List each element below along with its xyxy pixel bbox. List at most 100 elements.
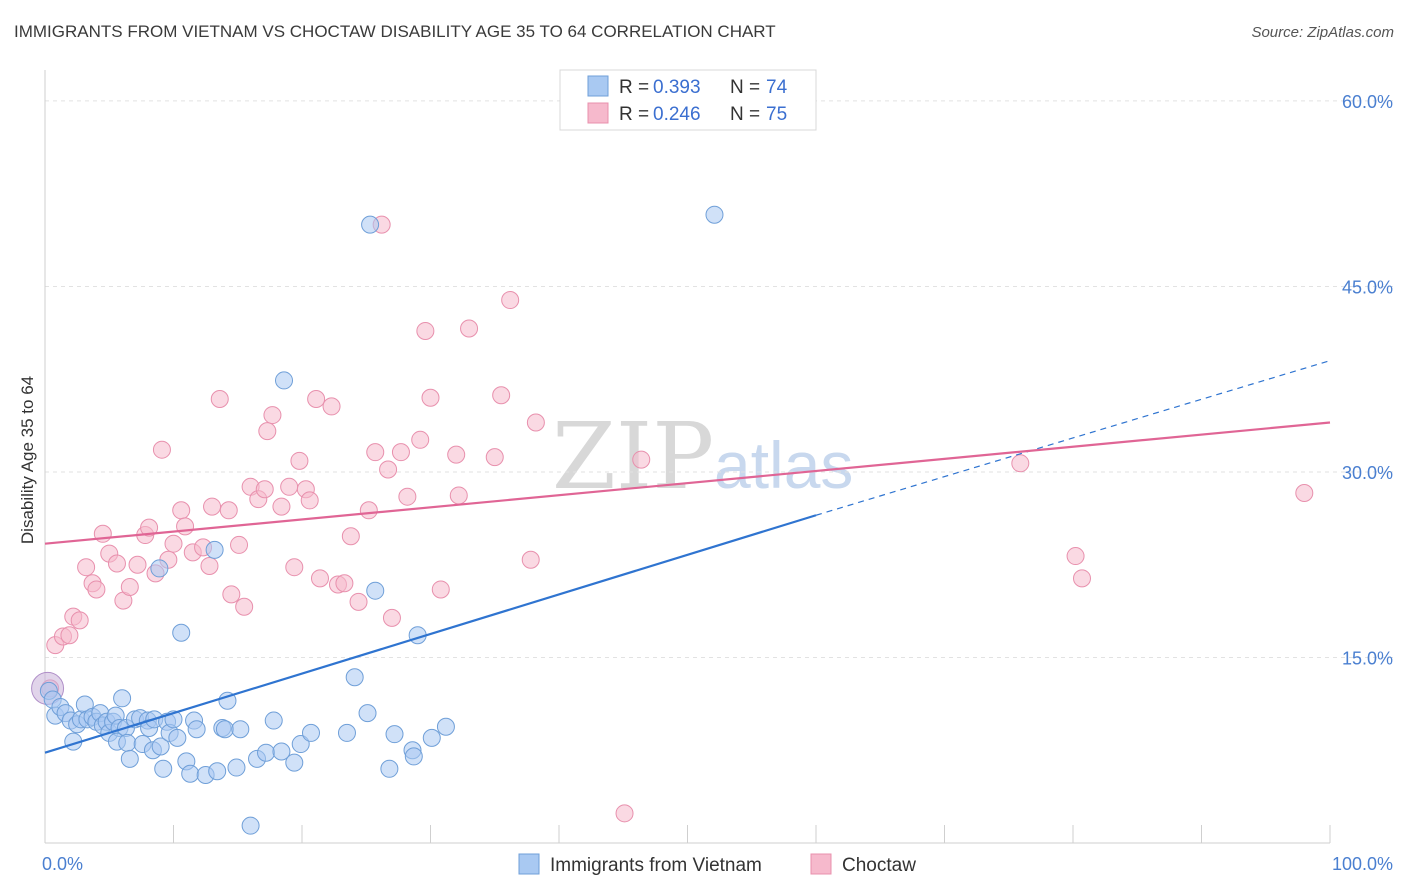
- bottom-legend-swatch-vietnam: [518, 853, 540, 875]
- vietnam-point: [151, 737, 170, 756]
- choctaw-point: [335, 574, 354, 593]
- vietnam-point: [172, 623, 191, 642]
- choctaw-point: [128, 555, 147, 574]
- choctaw-trend-line: [44, 421, 1331, 545]
- vietnam-point: [705, 205, 724, 224]
- vietnam-point: [285, 753, 304, 772]
- choctaw-point: [379, 460, 398, 479]
- choctaw-point: [307, 389, 326, 408]
- vietnam-point: [205, 540, 224, 559]
- choctaw-point: [382, 608, 401, 627]
- vietnam-point: [272, 742, 291, 761]
- y-tick-labels: 15.0% 30.0% 45.0% 60.0%: [1342, 92, 1393, 669]
- vietnam-point: [231, 720, 250, 739]
- choctaw-point: [359, 501, 378, 520]
- vietnam-point: [113, 689, 132, 708]
- series-legend: Immigrants from Vietnam Choctaw: [518, 853, 916, 876]
- vietnam-point: [404, 747, 423, 766]
- x-ticks: 0.0% 100.0%: [42, 825, 1393, 874]
- vietnam-point: [257, 743, 276, 762]
- y-tick-label: 60.0%: [1342, 92, 1393, 112]
- choctaw-point: [280, 477, 299, 496]
- choctaw-point: [632, 450, 651, 469]
- choctaw-point: [140, 518, 159, 537]
- source-credit: Source: ZipAtlas.com: [1251, 24, 1394, 41]
- choctaw-point: [107, 554, 126, 573]
- choctaw-point: [203, 497, 222, 516]
- choctaw-point: [120, 577, 139, 596]
- legend-n-value-1: 74: [766, 77, 788, 98]
- choctaw-point: [398, 487, 417, 506]
- vietnam-point: [208, 762, 227, 781]
- choctaw-point: [526, 413, 545, 432]
- choctaw-point: [200, 556, 219, 575]
- choctaw-point: [449, 486, 468, 505]
- vietnam-point: [291, 735, 310, 754]
- vietnam-point: [366, 581, 385, 600]
- choctaw-point: [421, 388, 440, 407]
- choctaw-point: [172, 501, 191, 520]
- vietnam-point: [422, 728, 441, 747]
- y-axis-label: Disability Age 35 to 64: [18, 376, 37, 544]
- vietnam-point: [380, 759, 399, 778]
- choctaw-point: [460, 319, 479, 338]
- legend-n-label-2: N =: [730, 104, 760, 125]
- vietnam-point: [181, 764, 200, 783]
- choctaw-point: [210, 389, 229, 408]
- chart-title: IMMIGRANTS FROM VIETNAM VS CHOCTAW DISAB…: [14, 22, 776, 41]
- vietnam-point: [385, 725, 404, 744]
- vietnam-trend-extension: [815, 360, 1331, 516]
- vietnam-point: [264, 711, 283, 730]
- stats-legend: R = 0.393 N = 74 R = 0.246 N = 75: [559, 69, 817, 131]
- choctaw-point: [70, 611, 89, 630]
- choctaw-point: [1066, 547, 1085, 566]
- choctaw-point: [263, 406, 282, 425]
- choctaw-point: [176, 517, 195, 536]
- vietnam-points: [39, 205, 724, 835]
- bottom-legend-label-choctaw: Choctaw: [842, 855, 916, 876]
- choctaw-point: [416, 321, 435, 340]
- y-tick-label: 30.0%: [1342, 463, 1393, 483]
- y-tick-label: 15.0%: [1342, 648, 1393, 668]
- watermark-atlas: atlas: [714, 428, 853, 502]
- choctaw-point: [411, 430, 430, 449]
- choctaw-point: [219, 501, 238, 520]
- choctaw-point: [1072, 569, 1091, 588]
- choctaw-point: [615, 804, 634, 823]
- vietnam-point: [241, 816, 260, 835]
- vietnam-trend-line: [44, 514, 817, 754]
- vietnam-point: [215, 720, 234, 739]
- choctaw-point: [285, 558, 304, 577]
- legend-r-label-2: R =: [619, 104, 649, 125]
- legend-r-value-1: 0.393: [653, 77, 701, 98]
- vietnam-point: [154, 759, 173, 778]
- choctaw-point: [1295, 483, 1314, 502]
- choctaw-point: [310, 569, 329, 588]
- choctaw-point: [501, 291, 520, 310]
- choctaw-point: [431, 580, 450, 599]
- choctaw-point: [366, 443, 385, 462]
- choctaw-point: [152, 440, 171, 459]
- choctaw-point: [1011, 454, 1030, 473]
- y-tick-label: 45.0%: [1342, 277, 1393, 297]
- choctaw-point: [235, 597, 254, 616]
- choctaw-point: [349, 592, 368, 611]
- choctaw-point: [60, 626, 79, 645]
- vietnam-point: [168, 728, 187, 747]
- choctaw-point: [164, 534, 183, 553]
- legend-n-label-1: N =: [730, 77, 760, 98]
- vietnam-point: [436, 717, 455, 736]
- trend-lines: [44, 360, 1331, 754]
- choctaw-point: [341, 527, 360, 546]
- choctaw-point: [300, 491, 319, 510]
- x-tick-label-min: 0.0%: [42, 854, 83, 874]
- choctaw-point: [272, 497, 291, 516]
- legend-r-label-1: R =: [619, 77, 649, 98]
- choctaw-point: [322, 397, 341, 416]
- vietnam-point: [218, 691, 237, 710]
- choctaw-point: [87, 580, 106, 599]
- choctaw-point: [255, 480, 274, 499]
- choctaw-point: [492, 386, 511, 405]
- legend-swatch-choctaw: [587, 102, 609, 124]
